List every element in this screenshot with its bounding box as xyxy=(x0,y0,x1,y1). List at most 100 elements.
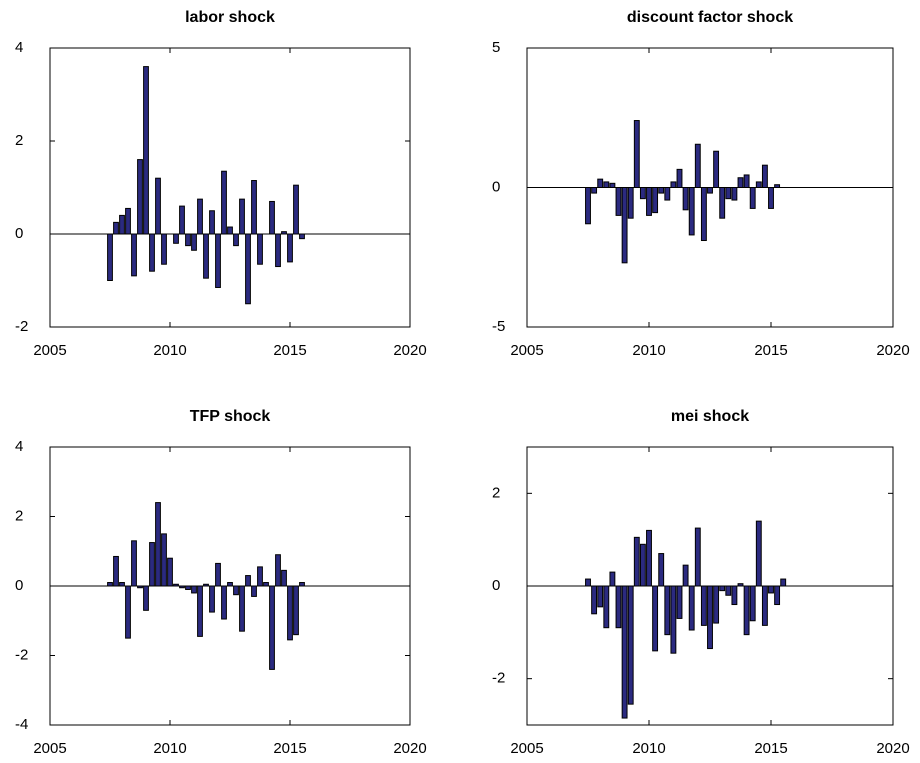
bar xyxy=(185,233,191,247)
bar xyxy=(694,527,701,587)
bar xyxy=(113,221,119,235)
bar xyxy=(719,585,726,592)
bar xyxy=(646,529,652,587)
y-tick-label: 0 xyxy=(15,577,23,594)
bar xyxy=(155,177,161,235)
bar xyxy=(209,210,215,235)
bar xyxy=(215,562,221,587)
bar xyxy=(275,233,281,268)
bar xyxy=(107,233,113,281)
bar xyxy=(743,174,750,189)
bar xyxy=(161,533,167,587)
bar xyxy=(257,566,263,587)
y-tick-label: -4 xyxy=(15,716,28,733)
y-tick-label: 2 xyxy=(15,507,23,524)
bar xyxy=(131,540,137,587)
bar xyxy=(627,187,634,219)
bar xyxy=(713,585,720,624)
bar xyxy=(269,585,275,670)
bar xyxy=(149,542,155,587)
bar xyxy=(585,578,591,587)
bar xyxy=(197,198,203,235)
bar xyxy=(694,143,701,189)
bar xyxy=(287,585,293,641)
bar xyxy=(731,187,738,201)
bar xyxy=(768,187,774,209)
x-tick-label: 2020 xyxy=(876,740,909,757)
bar xyxy=(639,187,646,200)
bar xyxy=(167,557,173,587)
x-tick-label: 2015 xyxy=(754,740,787,757)
bar xyxy=(664,187,671,201)
chart-title: labor shock xyxy=(185,9,275,26)
bar xyxy=(761,585,768,626)
bar xyxy=(768,585,774,594)
y-tick-label: 4 xyxy=(15,39,23,56)
bar xyxy=(227,582,233,587)
y-tick-label: 0 xyxy=(15,225,23,242)
bar xyxy=(125,207,131,235)
bar xyxy=(707,585,713,650)
y-tick-label: -2 xyxy=(15,646,28,663)
bar xyxy=(299,233,305,240)
bar xyxy=(682,564,689,587)
bar xyxy=(725,187,732,200)
bar xyxy=(682,187,689,211)
bar xyxy=(676,168,683,189)
bar xyxy=(107,582,113,587)
bar xyxy=(713,150,720,188)
bar xyxy=(203,233,209,279)
bar xyxy=(233,233,239,247)
bar xyxy=(603,181,610,188)
bar xyxy=(585,187,591,225)
bar xyxy=(173,233,179,244)
y-tick-label: 4 xyxy=(15,438,23,455)
bar xyxy=(743,585,750,636)
bar xyxy=(664,585,671,636)
bar xyxy=(119,582,125,587)
x-tick-label: 2020 xyxy=(876,342,909,359)
bar xyxy=(707,187,713,194)
bar xyxy=(755,181,762,188)
bar xyxy=(688,187,695,236)
bar xyxy=(652,585,659,652)
y-tick-label: -2 xyxy=(15,318,28,335)
bar xyxy=(209,585,215,613)
bar xyxy=(749,187,756,209)
bar xyxy=(731,585,738,606)
y-tick-label: 2 xyxy=(15,132,23,149)
bar xyxy=(245,575,251,587)
bar xyxy=(609,182,616,189)
bar xyxy=(191,233,197,251)
bar xyxy=(143,585,149,611)
x-tick-label: 2010 xyxy=(632,740,665,757)
bar xyxy=(676,585,683,619)
bar xyxy=(293,184,299,235)
y-tick-label: 2 xyxy=(492,484,500,501)
bar xyxy=(257,233,263,265)
chart-title: TFP shock xyxy=(190,408,271,425)
bar xyxy=(615,187,622,216)
bar xyxy=(161,233,167,265)
x-tick-label: 2015 xyxy=(754,342,787,359)
bar xyxy=(633,120,640,188)
bar xyxy=(603,585,610,629)
y-tick-label: -2 xyxy=(492,670,505,687)
bar xyxy=(137,159,143,235)
bar xyxy=(185,585,191,590)
bar xyxy=(125,585,131,639)
bar xyxy=(179,205,185,235)
bar xyxy=(191,585,197,594)
bar xyxy=(615,585,622,629)
bar xyxy=(215,233,221,288)
bar xyxy=(761,164,768,188)
bar xyxy=(239,198,245,235)
x-tick-label: 2005 xyxy=(510,342,543,359)
bar xyxy=(658,553,665,587)
chart-title: discount factor shock xyxy=(627,9,793,26)
bar xyxy=(299,582,305,587)
x-tick-label: 2015 xyxy=(273,342,306,359)
bar xyxy=(597,178,604,189)
bar xyxy=(670,181,677,188)
